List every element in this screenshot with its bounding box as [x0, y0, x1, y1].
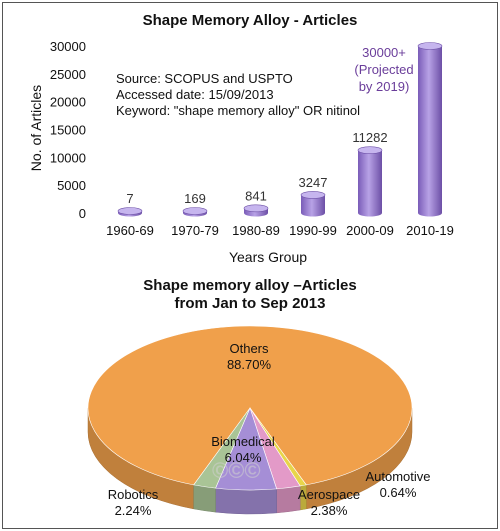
- source-notes: Source: SCOPUS and USPTO Accessed date: …: [116, 71, 360, 118]
- x-axis-label: Years Group: [229, 249, 307, 265]
- x-tick-label: 1980-89: [232, 223, 280, 238]
- pie-slice-label: Robotics: [108, 487, 159, 502]
- bar-data-label: 841: [245, 188, 267, 203]
- bar: [300, 191, 326, 217]
- bar: [117, 207, 143, 217]
- pie-slice-label: Others: [229, 341, 269, 356]
- watermark: ©©©: [212, 458, 261, 483]
- pie-slice-label: Aerospace: [298, 487, 360, 502]
- x-axis-ticks: 1960-69 1970-79 1980-89 1990-99 2000-09 2010-…: [106, 223, 454, 238]
- y-axis-label: No. of Articles: [28, 85, 44, 171]
- pie-slice-side: [276, 485, 301, 514]
- x-tick-label: 2010-19: [406, 223, 454, 238]
- projection-line: (Projected: [354, 62, 413, 77]
- bar-cap: [300, 191, 326, 199]
- bar-chart-title: Shape Memory Alloy - Articles: [143, 12, 358, 29]
- projection-annotation: 30000+ (Projected by 2019): [354, 45, 413, 94]
- bar-data-labels: 7 169 841 3247 11282: [126, 130, 387, 206]
- pie-slice-side: [215, 487, 277, 515]
- x-tick-label: 1970-79: [171, 223, 219, 238]
- y-tick-label: 20000: [50, 95, 86, 110]
- bar-cap: [243, 204, 269, 213]
- pie-sides: [87, 407, 413, 515]
- bar-body: [358, 150, 382, 217]
- pie-slice-label: Biomedical: [211, 434, 275, 449]
- source-note-line: Keyword: "shape memory alloy" OR nitinol: [116, 103, 360, 118]
- pie-slice-value: 88.70%: [227, 357, 272, 372]
- pie-slices: [87, 325, 413, 491]
- x-tick-label: 1960-69: [106, 223, 154, 238]
- bar-cap: [417, 42, 443, 50]
- projection-line: 30000+: [362, 45, 406, 60]
- bar: [243, 204, 269, 217]
- y-tick-label: 30000: [50, 39, 86, 54]
- bar-data-label: 11282: [352, 130, 387, 145]
- bar-data-label: 169: [184, 191, 206, 206]
- bar-cap: [182, 207, 208, 215]
- bar-body: [301, 194, 325, 217]
- pie-slice-value: 2.38%: [311, 503, 348, 518]
- pie-slice-value: 2.24%: [115, 503, 152, 518]
- pie-chart-title-line: from Jan to Sep 2013: [175, 295, 326, 312]
- y-tick-label: 15000: [50, 123, 86, 138]
- bar-series: [117, 42, 443, 217]
- source-note-line: Accessed date: 15/09/2013: [116, 87, 274, 102]
- pie-slice-label: Automotive: [365, 469, 430, 484]
- y-tick-label: 5000: [57, 178, 86, 193]
- bar-data-label: 3247: [299, 175, 328, 190]
- bar: [182, 207, 208, 217]
- y-tick-label: 25000: [50, 67, 86, 82]
- pie-slice-side: [193, 484, 216, 513]
- x-tick-label: 1990-99: [289, 223, 337, 238]
- bar-cap: [357, 146, 383, 154]
- bar-data-label: 7: [126, 191, 133, 206]
- pie-slice-value: 6.04%: [225, 450, 262, 465]
- pie-slice: [193, 407, 251, 489]
- projection-line: by 2019): [359, 79, 410, 94]
- y-tick-label: 0: [79, 206, 86, 221]
- bar: [417, 42, 443, 217]
- bar: [357, 146, 383, 217]
- bar-cap: [117, 207, 143, 215]
- pie-chart: Shape memory alloy –Articles from Jan to…: [87, 277, 431, 518]
- bar-body: [418, 46, 443, 217]
- pie-slice: [87, 325, 413, 486]
- bar-chart: Shape Memory Alloy - Articles No. of Art…: [28, 12, 454, 265]
- source-note-line: Source: SCOPUS and USPTO: [116, 71, 293, 86]
- pie-slice-value: 0.64%: [380, 485, 417, 500]
- y-axis-ticks: 0 5000 10000 15000 20000 25000 30000: [50, 39, 86, 221]
- x-tick-label: 2000-09: [346, 223, 394, 238]
- y-tick-label: 10000: [50, 150, 86, 165]
- pie-chart-title-line: Shape memory alloy –Articles: [143, 277, 356, 294]
